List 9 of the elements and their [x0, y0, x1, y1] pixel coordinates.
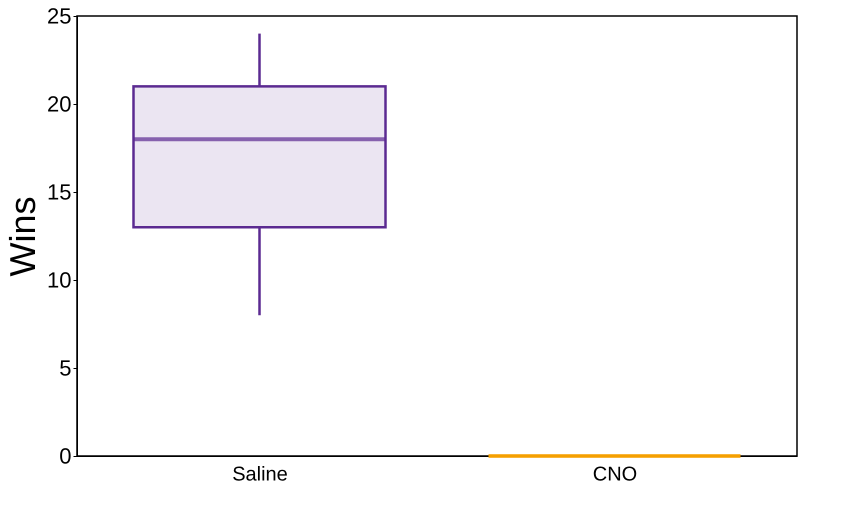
- x-tick-label: CNO: [592, 464, 638, 486]
- y-tick-label: 0: [59, 444, 72, 468]
- y-tick-label: 15: [47, 180, 72, 204]
- y-tick-label: 25: [47, 4, 72, 28]
- y-tick-label: 20: [47, 92, 72, 116]
- y-tick-label: 10: [47, 268, 72, 292]
- y-axis-title: Wins: [2, 196, 44, 276]
- y-tick-label: 5: [59, 356, 72, 380]
- x-tick-label: Saline: [232, 464, 288, 486]
